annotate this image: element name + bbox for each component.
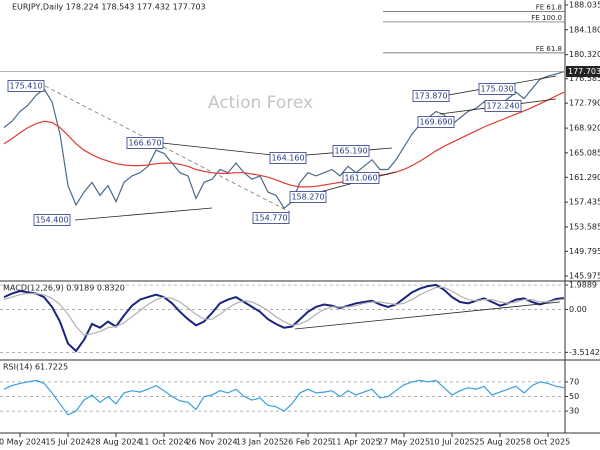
fib-label: FE 61.8	[536, 45, 562, 53]
x-tick-label: 11 Apr 2025	[331, 438, 380, 447]
price-annotation: 154.400	[35, 216, 68, 225]
price-annotation: 154.770	[254, 214, 287, 223]
price-annotation: 169.690	[419, 118, 452, 127]
price-annotation-box	[417, 116, 455, 128]
series-line	[3, 379, 565, 416]
price-annotation: 161.060	[344, 174, 377, 183]
x-tick-label: 15 Jul 2024	[45, 438, 90, 447]
price-annotation-box	[332, 145, 370, 157]
price-annotation: 175.410	[9, 82, 42, 91]
panel-title: RSI(14) 61.7225	[3, 363, 68, 372]
price-annotation-box	[342, 172, 380, 184]
y-tick-label: 70	[569, 377, 579, 386]
y-tick-label: 30	[569, 407, 579, 416]
price-annotation-box	[33, 214, 71, 226]
last-price-box	[566, 66, 600, 78]
y-tick-label: 188.035	[569, 0, 600, 9]
x-tick-label: 28 Aug 2024	[90, 438, 141, 447]
y-tick-label: 0.00	[569, 305, 587, 314]
price-annotation-box	[484, 100, 522, 112]
x-tick-label: 8 Oct 2025	[526, 438, 570, 447]
fib-label: FE 100.0	[531, 14, 562, 22]
price-annotation-box	[252, 212, 290, 224]
y-tick-label: 176.585	[569, 74, 600, 83]
x-tick-label: 13 Jan 2025	[236, 438, 284, 447]
y-tick-label: 180.320	[569, 50, 600, 59]
price-annotation-box	[7, 80, 45, 92]
chart-title: EURJPY,Daily 178.224 178.543 177.432 177…	[12, 3, 206, 12]
price-annotation-box	[289, 191, 327, 203]
price-annotation: 172.240	[486, 102, 519, 111]
trend-line	[74, 207, 213, 221]
price-annotation: 175.030	[480, 85, 513, 94]
price-annotation: 158.270	[291, 193, 324, 202]
y-tick-label: 153.585	[569, 222, 600, 231]
x-tick-label: 30 May 2024	[0, 438, 46, 447]
price-annotation-box	[478, 83, 516, 95]
panel-title: MACD(12,26,9) 0.9189 0.8320	[3, 284, 125, 293]
price-annotation: 166.670	[128, 139, 161, 148]
y-tick-label: 172.790	[569, 99, 600, 108]
y-tick-label: 50	[569, 392, 579, 401]
last-price-label: 177.703	[568, 67, 600, 76]
x-tick-label: 11 Oct 2024	[139, 438, 188, 447]
fib-label: FE 61.8	[536, 4, 562, 12]
x-tick-label: 26 Feb 2025	[283, 438, 333, 447]
watermark: Action Forex	[208, 93, 313, 113]
y-tick-label: 145.975	[569, 272, 600, 281]
y-tick-label: 157.435	[569, 198, 600, 207]
price-annotation: 173.870	[414, 92, 447, 101]
y-tick-label: -3.5142	[569, 348, 600, 357]
price-annotation: 164.160	[271, 154, 304, 163]
price-annotation: 165.190	[334, 147, 367, 156]
y-tick-label: 184.180	[569, 25, 600, 34]
x-tick-label: 25 Aug 2025	[474, 438, 525, 447]
x-tick-label: 27 May 2025	[378, 438, 430, 447]
trend-line	[294, 301, 561, 330]
y-tick-label: 161.290	[569, 173, 600, 182]
y-tick-label: 149.795	[569, 247, 600, 256]
trend-line	[44, 85, 291, 213]
price-annotation-box	[269, 152, 307, 164]
y-tick-label: 1.9889	[569, 281, 597, 290]
price-annotation-box	[412, 90, 450, 102]
series-line	[3, 286, 565, 336]
y-tick-label: 165.085	[569, 148, 600, 157]
y-tick-label: 168.920	[569, 124, 600, 133]
series-line	[3, 283, 565, 353]
price-annotation-box	[126, 137, 164, 149]
series-line	[3, 91, 565, 188]
x-tick-label: 26 Nov 2024	[186, 438, 237, 447]
x-tick-label: 10 Jul 2025	[429, 438, 474, 447]
